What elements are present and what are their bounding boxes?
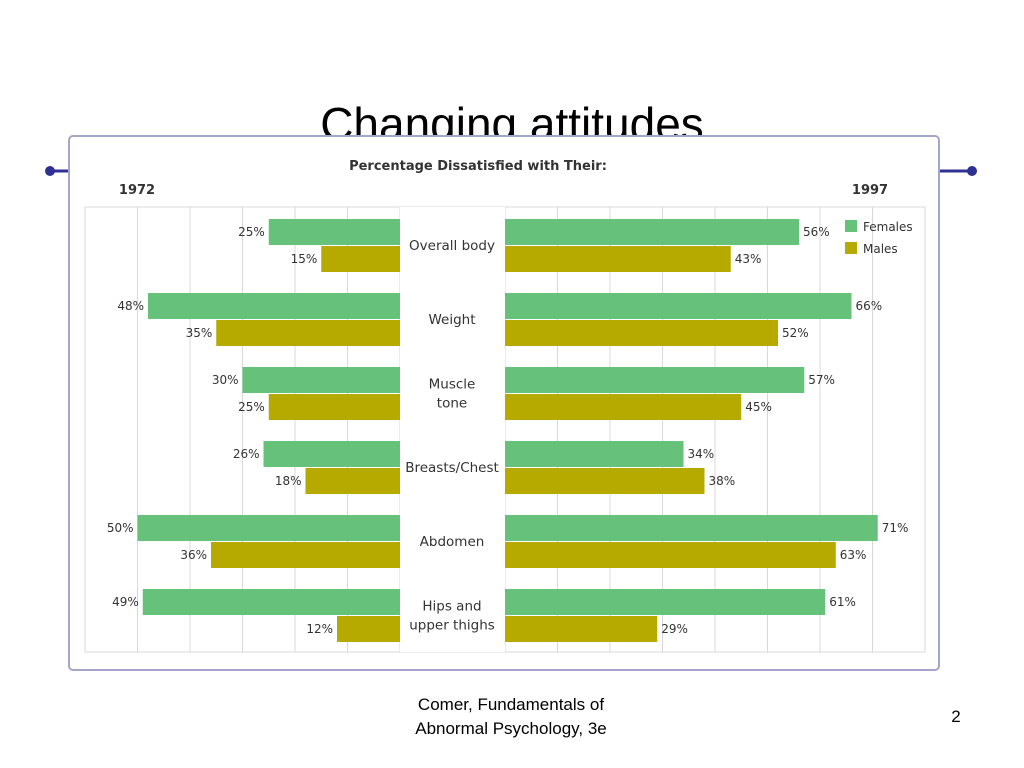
bar bbox=[211, 542, 400, 568]
bar bbox=[505, 542, 836, 568]
value-label: 29% bbox=[661, 622, 688, 636]
category-label: Weight bbox=[428, 312, 475, 328]
footer: Comer, Fundamentals of Abnormal Psycholog… bbox=[415, 695, 607, 738]
bar bbox=[505, 441, 684, 467]
value-label: 52% bbox=[782, 326, 809, 340]
value-label: 25% bbox=[238, 225, 265, 239]
center-gap bbox=[400, 207, 505, 652]
value-label: 48% bbox=[117, 299, 144, 313]
bar bbox=[137, 515, 400, 541]
category-label: Muscle tone bbox=[429, 377, 476, 412]
bar bbox=[142, 589, 400, 615]
bar bbox=[305, 468, 400, 494]
value-label: 49% bbox=[112, 595, 139, 609]
category-label: Hips and upper thighs bbox=[409, 599, 495, 634]
panel-title: 1997 bbox=[852, 183, 888, 198]
bar bbox=[505, 589, 826, 615]
value-label: 66% bbox=[856, 299, 883, 313]
bar bbox=[321, 246, 400, 272]
bar bbox=[337, 616, 400, 642]
chart-title: Percentage Dissatisfied with Their: bbox=[349, 159, 607, 174]
value-label: 71% bbox=[882, 521, 909, 535]
decor-dot bbox=[967, 166, 977, 176]
value-label: 12% bbox=[306, 622, 333, 636]
value-label: 30% bbox=[212, 373, 239, 387]
category-label: Breasts/Chest bbox=[405, 460, 499, 476]
bar bbox=[268, 394, 400, 420]
legend-swatch bbox=[845, 220, 857, 232]
value-label: 15% bbox=[291, 252, 318, 266]
bar bbox=[505, 367, 805, 393]
category-label: Abdomen bbox=[420, 534, 485, 550]
bar bbox=[148, 293, 400, 319]
bar bbox=[268, 219, 400, 245]
value-label: 43% bbox=[735, 252, 762, 266]
value-label: 34% bbox=[688, 447, 715, 461]
bar bbox=[505, 246, 731, 272]
bar bbox=[505, 320, 778, 346]
panel-title: 1972 bbox=[119, 183, 155, 198]
bar bbox=[263, 441, 400, 467]
value-label: 45% bbox=[745, 400, 772, 414]
decor-dot bbox=[45, 166, 55, 176]
value-label: 25% bbox=[238, 400, 265, 414]
value-label: 36% bbox=[180, 548, 207, 562]
bar bbox=[505, 219, 799, 245]
bar bbox=[505, 293, 852, 319]
value-label: 56% bbox=[803, 225, 830, 239]
value-label: 18% bbox=[275, 474, 302, 488]
value-label: 63% bbox=[840, 548, 867, 562]
legend-label: Females bbox=[863, 220, 913, 234]
value-label: 50% bbox=[107, 521, 134, 535]
bar bbox=[505, 515, 878, 541]
bar bbox=[505, 468, 705, 494]
value-label: 57% bbox=[808, 373, 835, 387]
value-label: 61% bbox=[829, 595, 856, 609]
category-label: Overall body bbox=[409, 238, 495, 254]
page-number: 2 bbox=[951, 707, 960, 726]
bar bbox=[505, 616, 658, 642]
legend-swatch bbox=[845, 242, 857, 254]
bar bbox=[505, 394, 742, 420]
legend-label: Males bbox=[863, 242, 898, 256]
bar bbox=[216, 320, 400, 346]
value-label: 38% bbox=[709, 474, 736, 488]
value-label: 35% bbox=[186, 326, 213, 340]
bar bbox=[242, 367, 400, 393]
value-label: 26% bbox=[233, 447, 260, 461]
